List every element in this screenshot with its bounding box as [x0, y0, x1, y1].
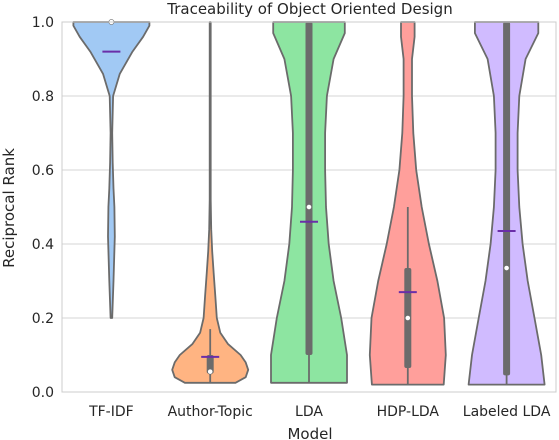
y-axis-label: Reciprocal Rank: [0, 148, 18, 268]
x-tick-label: Author-Topic: [168, 404, 253, 420]
violins: [72, 19, 546, 386]
x-tick-label: HDP-LDA: [377, 404, 440, 420]
x-tick-label: Labeled LDA: [463, 404, 551, 420]
y-tick-label: 0.8: [32, 89, 54, 105]
median-point: [306, 204, 312, 210]
median-point: [207, 368, 214, 375]
y-tick-label: 0.2: [32, 311, 54, 327]
violin-hdp-lda: [368, 21, 447, 386]
y-tick-label: 0.0: [32, 385, 54, 401]
iqr-box: [206, 355, 214, 374]
x-tick-labels: TF-IDF Author-Topic LDA HDP-LDA Labeled LDA: [88, 404, 551, 420]
median-point: [503, 265, 510, 271]
y-tick-labels: 0.0 0.2 0.4 0.6 0.8 1.0: [32, 15, 54, 401]
median-point: [404, 315, 411, 321]
violin-tf-idf: [72, 19, 151, 319]
violin-lda: [270, 21, 348, 384]
iqr-box: [305, 22, 313, 355]
y-tick-label: 0.6: [32, 163, 54, 179]
x-axis-label: Model: [287, 425, 332, 440]
violin-labeled-lda: [467, 21, 546, 386]
chart-title: Traceability of Object Oriented Design: [166, 0, 452, 18]
violin-body: [171, 21, 250, 384]
x-tick-label: TF-IDF: [88, 404, 134, 420]
plot-frame: [61, 21, 557, 393]
y-tick-label: 0.4: [32, 237, 54, 253]
violin-author-topic: [171, 21, 250, 384]
y-tick-label: 1.0: [32, 15, 54, 31]
iqr-box: [503, 22, 511, 376]
x-tick-label: LDA: [295, 404, 323, 420]
